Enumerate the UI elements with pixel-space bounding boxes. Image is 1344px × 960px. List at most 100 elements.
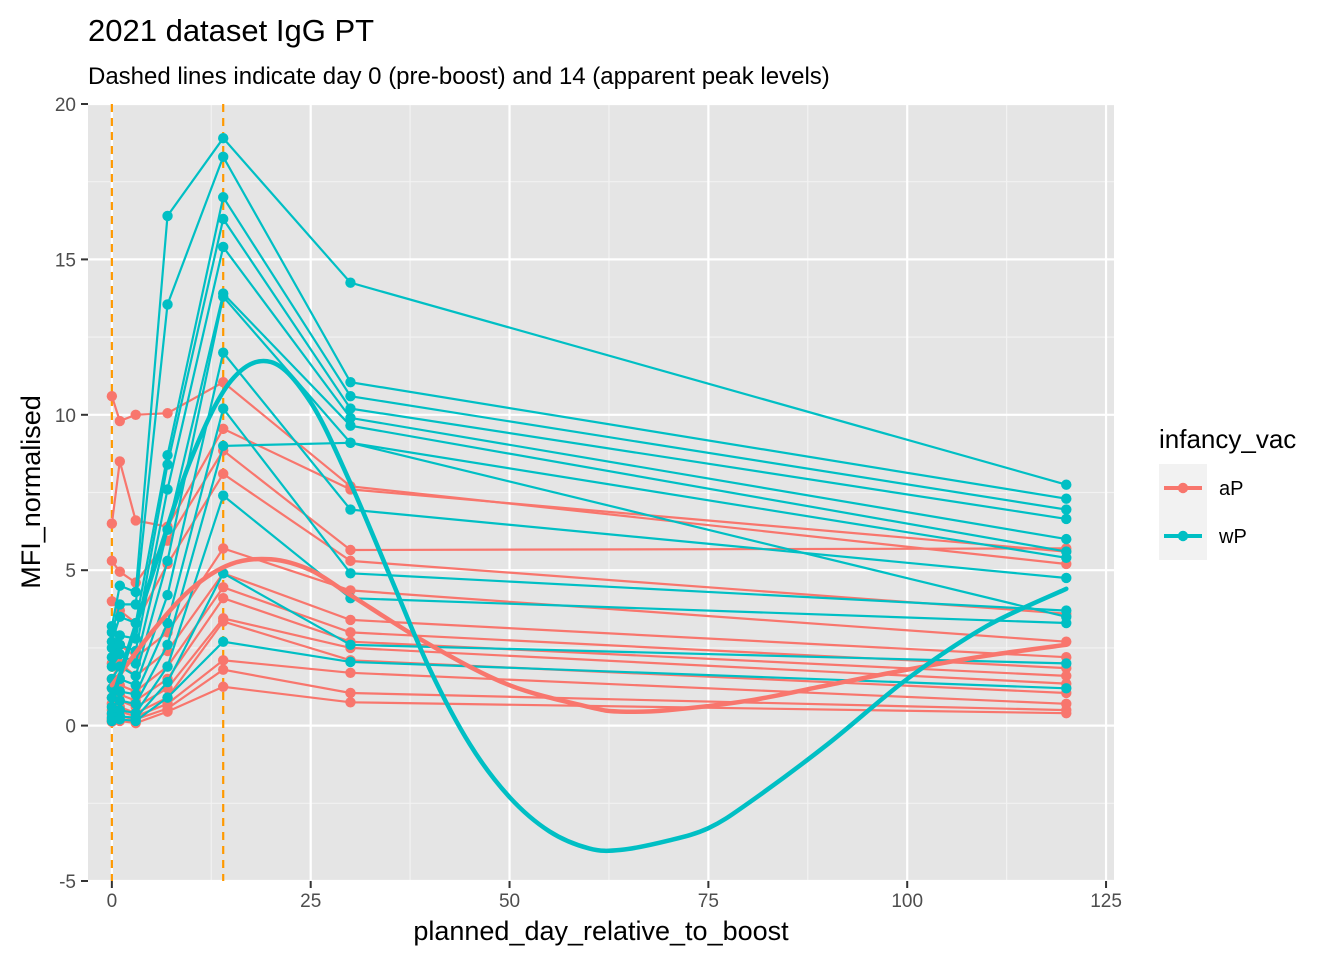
- data-point-wP: [1061, 513, 1072, 525]
- data-point-aP: [218, 582, 229, 593]
- data-point-wP: [345, 412, 356, 424]
- data-point-wP: [114, 599, 126, 610]
- y-axis-title: MFI_normalised: [16, 395, 46, 589]
- y-tick-label: 0: [65, 717, 76, 738]
- data-point-wP: [114, 639, 126, 650]
- data-point-wP: [114, 630, 126, 641]
- data-point-wP: [1061, 658, 1072, 669]
- y-tick-label: 5: [65, 561, 76, 582]
- data-point-aP: [114, 415, 126, 427]
- data-point-wP: [162, 676, 173, 688]
- data-point-aP: [130, 409, 141, 420]
- data-point-wP: [162, 459, 173, 470]
- data-point-aP: [114, 456, 126, 467]
- data-point-wP: [1061, 572, 1072, 584]
- x-tick-label: 0: [107, 891, 118, 912]
- data-point-wP: [345, 568, 356, 579]
- smooth-curve-wP: [109, 358, 1069, 854]
- chart-title: 2021 dataset IgG PT: [88, 13, 374, 48]
- legend-label-aP: aP: [1219, 478, 1243, 500]
- data-point-aP: [1061, 670, 1072, 682]
- data-point-wP: [1061, 617, 1072, 629]
- legend-title: infancy_vac: [1159, 424, 1296, 454]
- data-point-aP: [345, 697, 356, 708]
- data-point-wP: [162, 617, 173, 629]
- data-point-wP: [345, 403, 356, 414]
- data-point-wP: [106, 715, 118, 727]
- legend-key-point-wP: [1177, 530, 1189, 542]
- data-point-wP: [218, 291, 229, 302]
- smooth-curve-aP: [109, 556, 1069, 715]
- x-tick-label: 75: [698, 891, 719, 912]
- data-point-aP: [106, 518, 118, 529]
- data-point-wP: [162, 661, 173, 672]
- data-point-wP: [218, 151, 229, 163]
- x-axis-title: planned_day_relative_to_boost: [413, 916, 789, 946]
- data-point-wP: [114, 714, 126, 725]
- data-point-aP: [130, 515, 141, 526]
- data-point-aP: [218, 468, 229, 480]
- data-point-aP: [162, 706, 173, 717]
- data-point-wP: [106, 652, 118, 663]
- data-point-aP: [114, 566, 126, 577]
- data-point-wP: [218, 132, 229, 144]
- x-tick-label: 25: [300, 891, 321, 912]
- data-point-wP: [345, 656, 356, 668]
- data-point-wP: [345, 277, 356, 288]
- data-point-wP: [218, 636, 229, 647]
- data-point-wP: [162, 299, 173, 310]
- chart-subtitle: Dashed lines indicate day 0 (pre-boost) …: [88, 63, 830, 90]
- data-point-wP: [345, 437, 356, 448]
- x-tick-label: 125: [1090, 891, 1122, 912]
- data-point-wP: [1061, 493, 1072, 504]
- data-point-wP: [218, 241, 229, 253]
- data-point-aP: [218, 543, 229, 554]
- data-point-aP: [106, 555, 118, 567]
- data-point-wP: [162, 484, 173, 495]
- data-point-aP: [106, 596, 118, 607]
- data-point-aP: [218, 423, 229, 434]
- y-tick-label: -5: [59, 872, 76, 893]
- data-point-aP: [345, 687, 356, 699]
- data-point-wP: [114, 695, 126, 706]
- data-point-wP: [162, 589, 173, 601]
- data-point-aP: [345, 614, 356, 626]
- data-point-wP: [130, 715, 141, 727]
- data-point-wP: [345, 504, 356, 515]
- data-point-wP: [218, 347, 229, 358]
- data-point-wP: [162, 692, 173, 703]
- data-point-wP: [162, 210, 173, 222]
- data-point-wP: [1061, 683, 1072, 694]
- smooth-layer: [109, 358, 1069, 854]
- data-point-wP: [106, 642, 118, 654]
- data-point-wP: [1061, 533, 1072, 545]
- data-point-wP: [345, 639, 356, 650]
- data-point-wP: [162, 555, 173, 567]
- data-point-aP: [1061, 707, 1072, 719]
- y-axis: -5 0 5 10 15 20: [55, 95, 88, 893]
- legend-label-wP: wP: [1218, 526, 1247, 548]
- x-axis: 0 25 50 75 100 125: [107, 881, 1122, 912]
- data-point-wP: [218, 213, 229, 225]
- y-tick-label: 15: [55, 250, 76, 271]
- legend: infancy_vac aP wP: [1159, 424, 1296, 560]
- data-point-wP: [1061, 552, 1072, 563]
- data-point-wP: [114, 580, 126, 591]
- legend-key-point-aP: [1177, 482, 1189, 494]
- x-tick-label: 50: [499, 891, 520, 912]
- data-point-wP: [345, 376, 356, 388]
- data-point-aP: [345, 667, 356, 678]
- x-tick-label: 100: [891, 891, 923, 912]
- reference-lines: [110, 104, 225, 881]
- data-point-wP: [218, 192, 229, 203]
- data-point-wP: [218, 403, 229, 414]
- data-point-aP: [218, 616, 229, 627]
- data-point-wP: [345, 390, 356, 402]
- data-point-wP: [106, 661, 118, 672]
- data-point-wP: [218, 440, 229, 452]
- data-point-aP: [345, 555, 356, 567]
- data-point-wP: [162, 639, 173, 650]
- data-point-wP: [114, 648, 126, 660]
- data-point-wP: [114, 611, 126, 623]
